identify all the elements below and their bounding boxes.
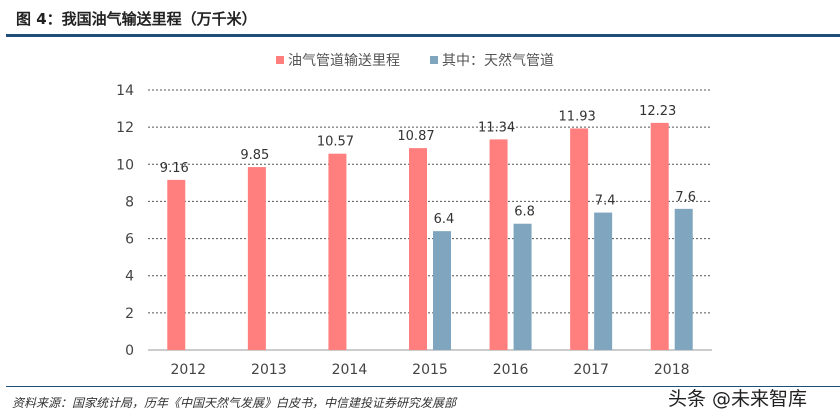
data-label: 11.34 [478, 120, 515, 135]
bar-gas [674, 208, 693, 350]
legend-label: 其中：天然气管道 [442, 52, 554, 69]
data-label: 9.85 [240, 148, 269, 163]
bar-total [570, 128, 589, 350]
data-label: 11.93 [559, 109, 596, 124]
y-tick-label: 2 [125, 306, 134, 322]
bar-gas [513, 223, 532, 350]
bar-total [489, 139, 508, 350]
x-tick-label: 2015 [412, 362, 448, 378]
y-tick-label: 10 [116, 157, 134, 173]
bar-total [328, 153, 347, 350]
bar-gas [433, 231, 451, 350]
legend-swatch [276, 56, 284, 64]
legend-label: 油气管道输送里程 [288, 53, 400, 69]
x-tick-label: 2013 [251, 362, 287, 378]
data-label: 7.4 [595, 194, 616, 209]
y-tick-label: 8 [125, 194, 134, 210]
y-tick-label: 0 [125, 343, 134, 359]
data-label: 6.8 [514, 205, 535, 220]
data-label: 10.57 [317, 135, 354, 150]
x-tick-label: 2012 [170, 362, 206, 378]
bar-total [247, 167, 266, 350]
data-label: 9.16 [160, 161, 189, 176]
y-tick-label: 4 [125, 269, 134, 285]
y-tick-label: 14 [116, 83, 134, 99]
figure-title: 图 4：我国油气输送里程（万千米） [16, 10, 257, 28]
x-tick-label: 2017 [573, 362, 609, 378]
y-tick-label: 6 [125, 232, 134, 248]
x-tick-label: 2018 [654, 362, 690, 378]
data-label: 12.23 [639, 104, 676, 119]
bar-gas [594, 212, 613, 350]
legend-swatch [430, 56, 438, 64]
footer-rule [6, 386, 840, 387]
x-tick-label: 2014 [332, 362, 368, 378]
bar-total [167, 179, 186, 350]
x-tick-label: 2016 [493, 362, 529, 378]
data-label: 6.4 [434, 212, 455, 227]
y-tick-label: 12 [116, 120, 134, 136]
title-rule [6, 34, 840, 37]
bar-total [650, 122, 669, 350]
data-label: 10.87 [397, 129, 434, 144]
watermark: 头条 @未来智库 [668, 388, 808, 410]
data-label: 7.6 [675, 190, 696, 205]
bar-total [409, 148, 427, 350]
source-note: 资料来源：国家统计局，历年《中国天然气发展》白皮书，中信建投证券研究发展部 [12, 396, 457, 410]
